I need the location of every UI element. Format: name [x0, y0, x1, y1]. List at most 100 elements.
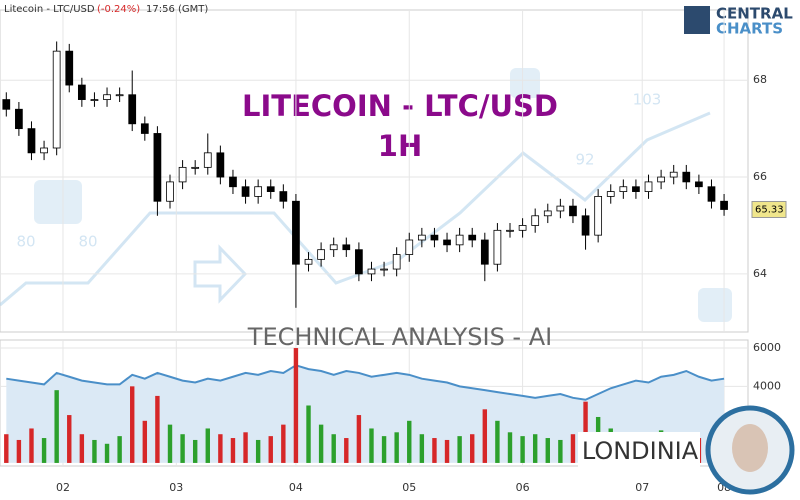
volume-bar [205, 428, 210, 463]
candle-body [254, 186, 263, 197]
partner-box [578, 432, 700, 470]
volume-bar [520, 436, 525, 463]
candle-body [292, 200, 300, 265]
candle-body [355, 249, 363, 275]
volume-bar [29, 428, 34, 463]
y-tick-label: 6000 [753, 341, 781, 354]
partner: LONDINIA [582, 437, 699, 465]
candle-body [619, 186, 628, 192]
volume-bar [142, 420, 148, 463]
volume-bar [507, 432, 513, 463]
watermark-icon [698, 288, 732, 322]
candle-body [632, 186, 640, 192]
x-tick-label: 02 [56, 481, 70, 494]
candle-body [493, 229, 502, 265]
volume-bar [167, 424, 173, 463]
volume-bar [79, 434, 85, 463]
volume-bar [155, 395, 160, 463]
symbol: Litecoin - LTC/USD [4, 4, 95, 15]
watermark-number: 80 [78, 233, 97, 251]
x-tick-label: 06 [516, 481, 530, 494]
watermark-line [0, 111, 711, 307]
candle-body [594, 196, 603, 236]
candle-body [166, 181, 174, 202]
candle-body [720, 200, 728, 210]
candle-body [304, 258, 313, 265]
volume-bar [255, 439, 261, 463]
volume-bar [457, 436, 462, 463]
volume-bar [532, 434, 538, 463]
candle-body [40, 147, 48, 154]
watermark-icon [34, 180, 82, 224]
candle-body [581, 215, 590, 236]
volume-bar [180, 434, 185, 463]
candle-body [15, 108, 23, 130]
last-price-box [751, 200, 787, 218]
candle-body [342, 244, 351, 251]
volume-line [6, 364, 725, 401]
volume-bar [268, 436, 273, 463]
change: (-0.24%) [97, 4, 140, 15]
candle-body [606, 191, 615, 197]
candle-body [2, 99, 11, 110]
candle-body [569, 205, 577, 217]
chart-subtitle: 1H [378, 129, 422, 163]
watermark-arrow [193, 244, 248, 304]
candle-body [216, 152, 225, 178]
volume-bar [130, 386, 135, 463]
volume-bar [495, 420, 500, 463]
candle-body [77, 84, 86, 100]
volume-bar [67, 415, 72, 463]
candle-body [65, 50, 74, 86]
price-panel [0, 9, 749, 333]
volume-bar [281, 424, 286, 463]
volume-bar [41, 438, 47, 463]
candle-body [518, 225, 527, 231]
volume-bar [432, 438, 437, 463]
x-tick-label: 04 [289, 481, 303, 494]
volume-bar [356, 415, 362, 463]
x-tick-label: 07 [635, 481, 649, 494]
candle-body [90, 99, 99, 101]
logo-mark [684, 6, 710, 34]
candle-body [115, 94, 124, 97]
watermark-number: 80 [16, 233, 35, 251]
candle-body [392, 254, 401, 270]
volume-bar [331, 434, 336, 463]
candle-body [531, 215, 540, 226]
volume-bar [117, 436, 122, 463]
volume-bar [218, 434, 223, 463]
x-tick-label: 05 [402, 481, 416, 494]
candle-body [229, 176, 237, 188]
y-tick-label: 4000 [753, 379, 781, 392]
candle-body [443, 239, 451, 246]
volume-bar [344, 438, 349, 463]
volume-bar [444, 439, 450, 463]
last-price: 65.33 [755, 204, 784, 215]
background-watermark: 80 80 92 103 [0, 68, 732, 322]
candle-body [380, 268, 388, 271]
chart-title: LITECOIN - LTC/USD [242, 89, 558, 123]
watermark-number: 103 [633, 91, 662, 109]
candle-body [140, 123, 149, 134]
candle-body [178, 166, 187, 183]
volume-bar [16, 439, 22, 463]
volume-bar [369, 428, 374, 463]
volume-bar [230, 438, 236, 463]
volume-bar [482, 409, 488, 463]
watermark-text: TECHNICAL ANALYSIS - AI [247, 323, 552, 351]
volume-bar [4, 434, 9, 463]
candle-body [417, 234, 426, 241]
logo-bottom: CHARTS [716, 20, 783, 38]
candle-body [153, 133, 162, 202]
candle-body [191, 166, 200, 169]
candle-body [128, 94, 137, 125]
volume-bar [407, 420, 412, 463]
candle-body [329, 244, 338, 251]
volume-bar [381, 436, 387, 463]
volume-bar [545, 438, 550, 463]
candle-body [367, 268, 376, 275]
y-tick-label: 64 [753, 267, 767, 280]
volume-bar [558, 439, 563, 463]
